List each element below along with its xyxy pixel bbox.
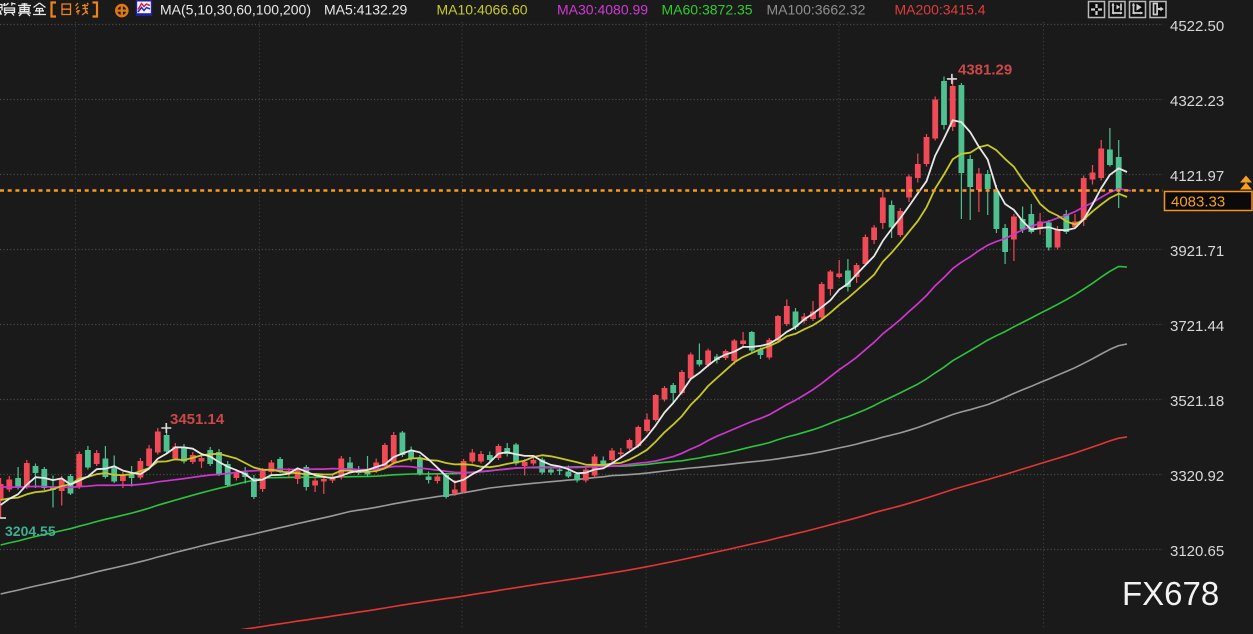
svg-text:MA(5,10,30,60,100,200): MA(5,10,30,60,100,200): [160, 2, 311, 18]
svg-text:4083.33: 4083.33: [1171, 194, 1225, 211]
svg-text:3921.71: 3921.71: [1170, 243, 1224, 260]
svg-text:MA30:4080.99: MA30:4080.99: [557, 2, 648, 18]
svg-text:4381.29: 4381.29: [958, 62, 1012, 79]
svg-text:MA5:4132.29: MA5:4132.29: [324, 2, 407, 18]
svg-text:3320.92: 3320.92: [1170, 468, 1224, 485]
svg-text:4522.50: 4522.50: [1170, 18, 1224, 35]
svg-text:MA200:3415.4: MA200:3415.4: [895, 2, 986, 18]
svg-text:3521.18: 3521.18: [1170, 393, 1224, 410]
svg-text:MA100:3662.32: MA100:3662.32: [767, 2, 866, 18]
svg-text:3451.14: 3451.14: [170, 411, 225, 428]
svg-text:3204.55: 3204.55: [5, 523, 56, 539]
svg-text:4121.97: 4121.97: [1170, 168, 1224, 185]
svg-text:MA60:3872.35: MA60:3872.35: [662, 2, 753, 18]
svg-text:MA10:4066.60: MA10:4066.60: [437, 2, 528, 18]
svg-text:3120.65: 3120.65: [1170, 543, 1224, 560]
svg-text:4322.23: 4322.23: [1170, 93, 1224, 110]
svg-text:3721.44: 3721.44: [1170, 318, 1224, 335]
svg-text:FX678: FX678: [1122, 575, 1219, 612]
